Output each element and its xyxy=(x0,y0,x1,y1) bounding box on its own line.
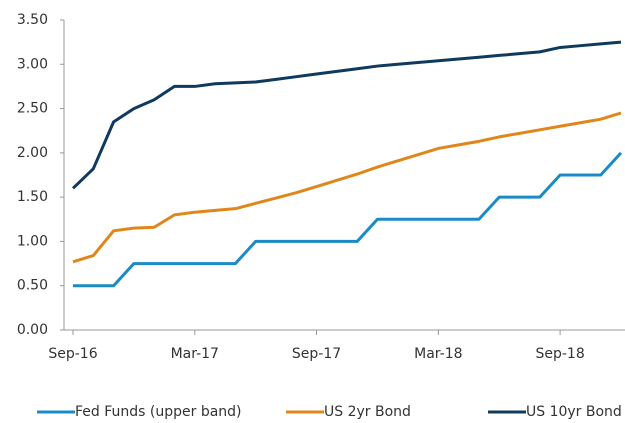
x-tick-label: Sep-16 xyxy=(48,346,97,362)
y-tick-label: 0.00 xyxy=(17,322,48,338)
series-line xyxy=(72,111,622,264)
x-tick-label: Mar-18 xyxy=(414,346,462,362)
y-tick-label: 3.00 xyxy=(17,56,48,72)
legend-label: Fed Funds (upper band) xyxy=(75,404,242,420)
y-tick-label: 0.50 xyxy=(17,278,48,294)
x-tick-label: Sep-18 xyxy=(535,346,584,362)
x-tick-label: Sep-17 xyxy=(292,346,341,362)
y-tick-label: 1.00 xyxy=(17,233,48,249)
series-line xyxy=(73,151,623,288)
series-line xyxy=(71,40,622,190)
x-tick-label: Mar-17 xyxy=(171,346,219,362)
y-tick-label: 1.50 xyxy=(17,189,48,205)
legend-label: US 10yr Bond xyxy=(526,404,622,420)
y-tick-label: 3.50 xyxy=(17,12,48,28)
legend-label: US 2yr Bond xyxy=(324,404,411,420)
y-tick-label: 2.50 xyxy=(17,101,48,117)
y-tick-label: 2.00 xyxy=(17,145,48,161)
